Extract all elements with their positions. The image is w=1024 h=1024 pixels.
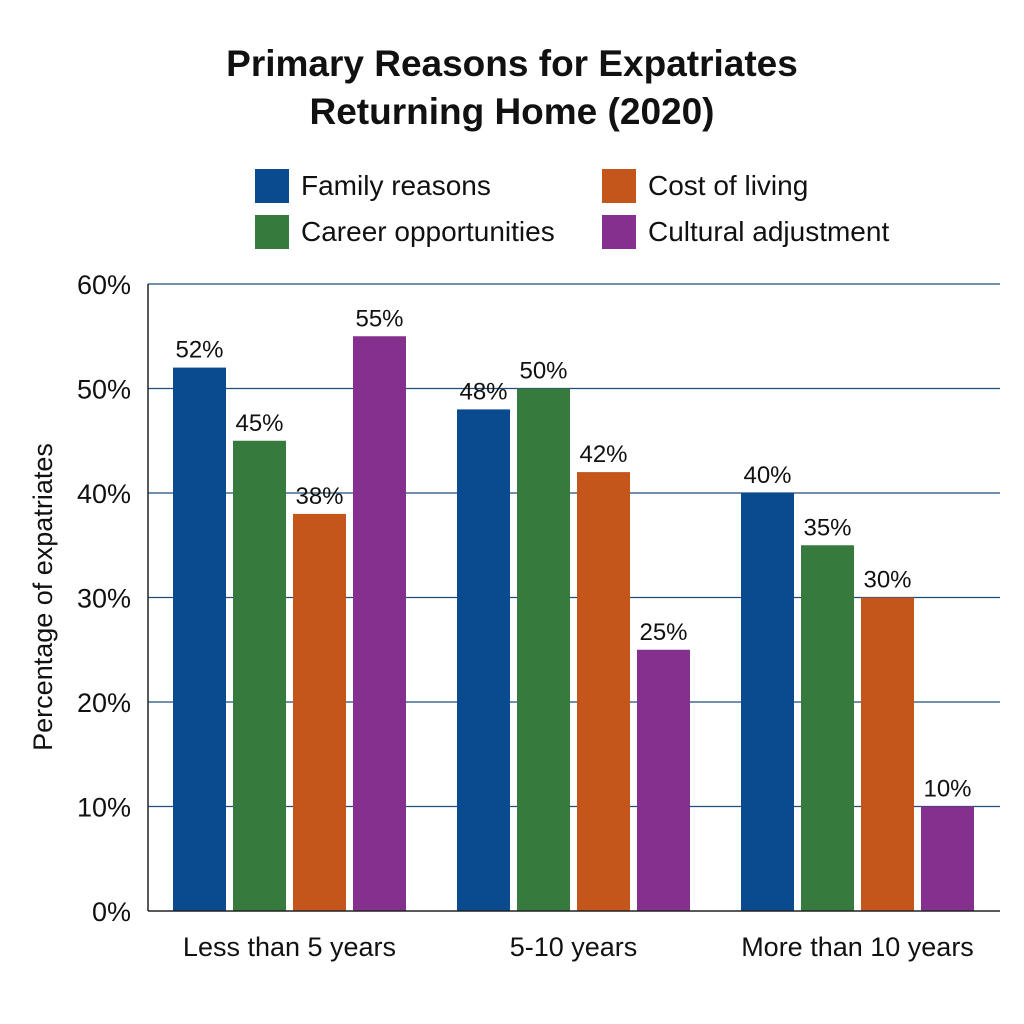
legend-swatch-career-opportunities <box>255 215 289 249</box>
y-tick-label-30: 30% <box>77 584 131 614</box>
chart-title-line-2: Returning Home (2020) <box>309 91 715 132</box>
data-label-family-reasons-5-10-years: 48% <box>459 378 507 405</box>
chart-title: Primary Reasons for Expatriates Returnin… <box>0 40 1024 136</box>
axes <box>147 284 1000 912</box>
legend-item-cost-of-living: Cost of living <box>602 168 808 204</box>
legend-label-family-reasons: Family reasons <box>301 170 491 201</box>
x-tick-label-less-than-5-years: Less than 5 years <box>183 932 396 962</box>
x-axis-ticks: Less than 5 years 5-10 years More than 10 … <box>183 932 974 962</box>
bar-career-opportunities-more-than-10-years <box>801 545 854 911</box>
y-axis-ticks: 0% 10% 20% 30% 40% 50% 60% <box>77 270 131 927</box>
data-label-family-reasons-more-than-10-years: 40% <box>743 462 791 489</box>
bar-cost-of-living-less-than-5-years <box>293 513 346 911</box>
y-tick-label-60: 60% <box>77 270 131 300</box>
legend-item-family-reasons: Family reasons <box>255 168 491 204</box>
y-tick-label-40: 40% <box>77 479 131 509</box>
bar-cultural-adjustment-5-10-years <box>637 649 690 911</box>
legend-label-cultural-adjustment: Cultural adjustment <box>648 216 890 247</box>
chart-title-line-1: Primary Reasons for Expatriates <box>226 43 798 84</box>
data-label-cost-of-living-less-than-5-years: 38% <box>295 483 343 510</box>
data-label-cultural-adjustment-5-10-years: 25% <box>639 619 687 646</box>
legend-item-career-opportunities: Career opportunities <box>255 214 555 250</box>
legend-swatch-cultural-adjustment <box>602 215 636 249</box>
y-tick-label-20: 20% <box>77 688 131 718</box>
data-label-career-opportunities-less-than-5-years: 45% <box>235 410 283 437</box>
data-labels: 52% 45% 38% 55% 48% 50% 42% 25% 40% 35% 30% 10% <box>175 305 971 802</box>
data-label-family-reasons-less-than-5-years: 52% <box>175 337 223 364</box>
legend-item-cultural-adjustment: Cultural adjustment <box>602 214 889 250</box>
x-tick-label-5-10-years: 5-10 years <box>510 932 638 962</box>
data-label-cost-of-living-more-than-10-years: 30% <box>863 567 911 594</box>
y-tick-label-10: 10% <box>77 793 131 823</box>
bar-career-opportunities-5-10-years <box>517 388 570 911</box>
data-label-cultural-adjustment-more-than-10-years: 10% <box>923 776 971 803</box>
legend-swatch-cost-of-living <box>602 169 636 203</box>
bars <box>173 336 974 912</box>
bar-family-reasons-more-than-10-years <box>741 493 794 911</box>
y-tick-label-0: 0% <box>92 897 131 927</box>
y-tick-label-50: 50% <box>77 375 131 405</box>
chart-legend: Family reasons Career opportunities Cost… <box>0 0 1024 260</box>
bar-family-reasons-5-10-years <box>457 409 510 911</box>
bar-cost-of-living-more-than-10-years <box>861 597 914 911</box>
data-label-career-opportunities-5-10-years: 50% <box>519 358 567 385</box>
bar-cost-of-living-5-10-years <box>577 472 630 911</box>
gridlines <box>148 283 1000 808</box>
data-label-cultural-adjustment-less-than-5-years: 55% <box>355 305 403 332</box>
bar-cultural-adjustment-more-than-10-years <box>921 806 974 911</box>
bar-family-reasons-less-than-5-years <box>173 367 226 912</box>
legend-label-career-opportunities: Career opportunities <box>301 216 555 247</box>
legend-swatch-family-reasons <box>255 169 289 203</box>
bar-cultural-adjustment-less-than-5-years <box>353 336 406 911</box>
legend-label-cost-of-living: Cost of living <box>648 170 809 201</box>
data-label-cost-of-living-5-10-years: 42% <box>579 441 627 468</box>
bar-career-opportunities-less-than-5-years <box>233 440 286 911</box>
y-axis-label: Percentage of expatriates <box>28 443 58 751</box>
data-label-career-opportunities-more-than-10-years: 35% <box>803 514 851 541</box>
x-tick-label-more-than-10-years: More than 10 years <box>741 932 974 962</box>
